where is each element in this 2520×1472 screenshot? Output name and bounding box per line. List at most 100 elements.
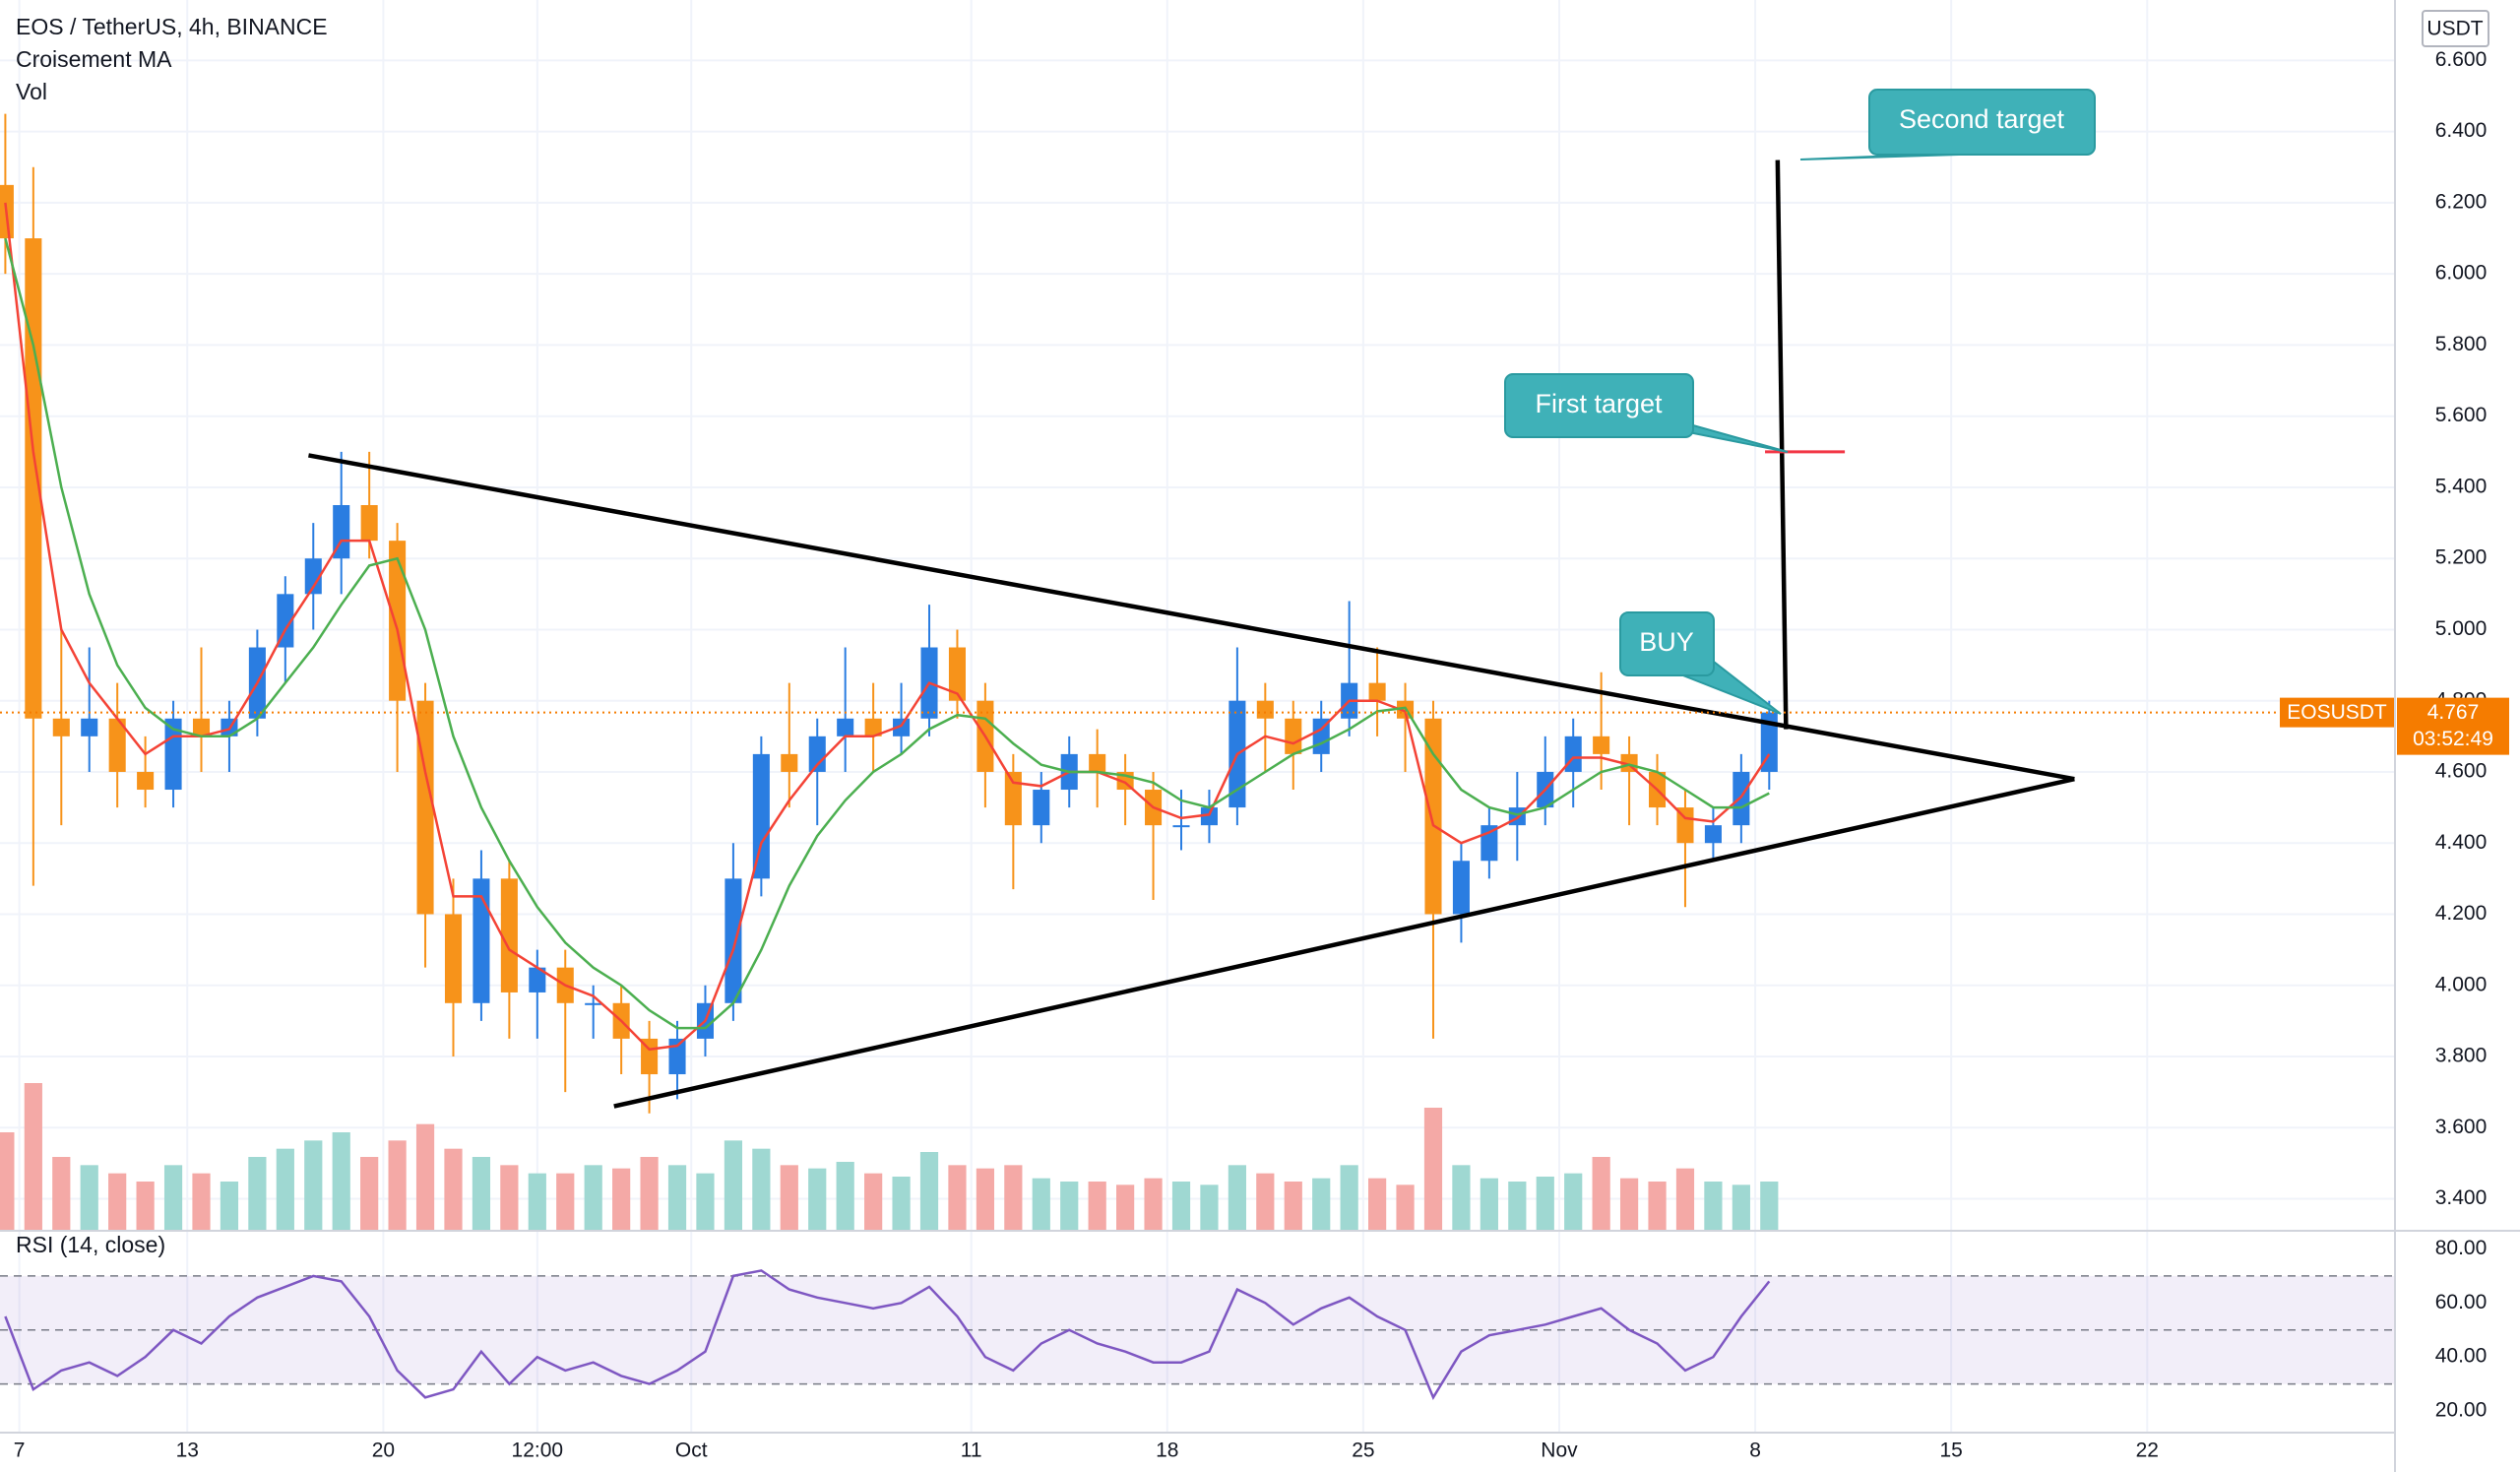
x-tick-label: Oct <box>675 1440 708 1462</box>
triangle-upper <box>308 453 2075 782</box>
x-tick-label: 18 <box>1156 1440 1178 1462</box>
rsi-title: RSI (14, close) <box>16 1232 165 1257</box>
candle-body <box>500 878 518 992</box>
volume-bar <box>1704 1182 1723 1231</box>
volume-bar <box>136 1182 155 1231</box>
candle-body <box>52 718 70 736</box>
volume-bar <box>1200 1184 1219 1231</box>
volume-bar <box>1732 1184 1750 1231</box>
x-tick-label: 11 <box>961 1440 982 1462</box>
candle-body <box>752 753 770 879</box>
candle-body <box>416 700 434 915</box>
volume-bar <box>724 1140 743 1231</box>
triangle-lower <box>613 776 2075 1109</box>
volume-bar <box>276 1148 294 1231</box>
callout-box <box>1619 611 1715 676</box>
indicator-label: Croisement MA <box>16 46 172 72</box>
candle-body <box>108 718 126 772</box>
volume-bar <box>1060 1182 1079 1231</box>
candle-body <box>389 541 407 701</box>
x-tick-label: 15 <box>1940 1440 1963 1462</box>
y-tick-label: 6.000 <box>2435 262 2488 285</box>
volume-bar <box>948 1165 967 1231</box>
currency-box[interactable] <box>2422 10 2489 47</box>
axes: 3.4003.6003.8004.0004.2004.4004.6004.800… <box>14 48 2509 1462</box>
volume-bar <box>1312 1178 1331 1231</box>
y-tick-label: 5.800 <box>2435 333 2488 355</box>
y-tick-label: 3.600 <box>2435 1116 2488 1138</box>
volume-bar <box>1256 1173 1275 1231</box>
candle-body <box>192 718 211 736</box>
candle-body <box>781 753 798 772</box>
y-tick-label: 6.400 <box>2435 119 2488 142</box>
volume-bar <box>1760 1182 1779 1231</box>
candle-body <box>1285 718 1302 754</box>
moving-average <box>4 202 1771 1052</box>
x-tick-label: 20 <box>372 1440 395 1462</box>
x-tick-label: 8 <box>1749 1440 1761 1462</box>
volume-bar <box>1088 1182 1106 1231</box>
volume-bar <box>388 1140 407 1231</box>
x-tick-label: 13 <box>176 1440 199 1462</box>
candle-body <box>1564 736 1582 772</box>
volume-bar <box>1396 1184 1415 1231</box>
price-box <box>2397 697 2509 755</box>
callout-text: BUY <box>1639 627 1694 657</box>
candle-body <box>724 878 742 1003</box>
y-tick-label: 6.600 <box>2435 48 2488 71</box>
rsi-band <box>0 1275 2395 1384</box>
candle-body <box>25 238 42 719</box>
rsi-background <box>0 1275 2395 1385</box>
candle-body <box>1004 771 1022 826</box>
y-tick-label: 4.600 <box>2435 760 2488 783</box>
volume-bar <box>304 1140 323 1231</box>
rsi-tick-label: 20.00 <box>2435 1399 2488 1422</box>
volume-bar <box>892 1177 911 1231</box>
y-tick-label: 3.800 <box>2435 1045 2488 1067</box>
volume-bar <box>52 1157 71 1231</box>
callout-box <box>1504 373 1694 438</box>
volume-bar <box>163 1165 183 1231</box>
candle-body <box>1089 753 1106 772</box>
symbol-box <box>2280 697 2394 728</box>
volume-bar <box>472 1157 491 1231</box>
volume-bar <box>1116 1184 1135 1231</box>
volume-bar <box>612 1168 631 1231</box>
y-tick-label: 4.000 <box>2435 973 2488 995</box>
volume-bar <box>1284 1182 1302 1231</box>
candle-body <box>1424 718 1442 915</box>
volume-bar <box>1675 1168 1695 1231</box>
candle-body <box>1732 771 1750 826</box>
y-tick-label: 4.400 <box>2435 831 2488 854</box>
volume-bar <box>80 1165 98 1231</box>
chart-title: EOS / TetherUS, 4h, BINANCE <box>16 14 328 39</box>
volume-bar <box>332 1132 350 1231</box>
volume-bar <box>248 1157 267 1231</box>
volume-bar <box>1452 1165 1471 1231</box>
price-label: 4.767 <box>2427 701 2480 724</box>
x-tick-label: 12:00 <box>512 1440 564 1462</box>
volume-bar <box>556 1173 575 1231</box>
volume-bar <box>108 1173 127 1231</box>
candle-body <box>837 718 854 736</box>
y-tick-label: 5.000 <box>2435 617 2488 640</box>
indicator-label: Vol <box>16 79 47 104</box>
candle-body <box>1256 700 1274 719</box>
x-tick-label: 22 <box>2136 1440 2159 1462</box>
candle-body <box>1368 682 1386 701</box>
symbol-label: EOSUSDT <box>2287 701 2387 724</box>
volume-bar <box>1340 1165 1358 1231</box>
volume-bar <box>1368 1178 1387 1231</box>
candle-body <box>277 594 294 648</box>
volume-bar <box>640 1157 659 1231</box>
volume-bar <box>696 1173 715 1231</box>
candle-body <box>472 878 490 1003</box>
candle-body <box>1704 825 1722 844</box>
volume-bar <box>192 1173 211 1231</box>
volume-bar <box>1032 1178 1050 1231</box>
candle-body <box>1676 807 1694 844</box>
volume-bar <box>1564 1173 1583 1231</box>
candle-body <box>1033 790 1050 826</box>
volume-bar <box>836 1162 854 1231</box>
